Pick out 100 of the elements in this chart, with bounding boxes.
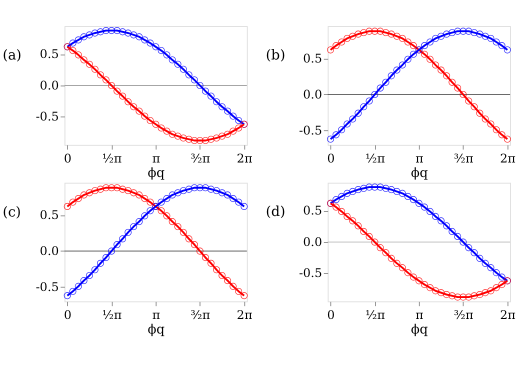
x-tick-label: ³⁄₂π xyxy=(454,152,474,166)
point xyxy=(487,34,494,42)
point xyxy=(487,264,494,272)
point xyxy=(102,27,110,34)
point xyxy=(202,88,210,95)
point xyxy=(130,223,138,230)
point xyxy=(185,235,192,242)
point xyxy=(476,291,484,298)
point xyxy=(158,47,165,54)
point xyxy=(438,66,445,74)
point xyxy=(332,196,340,204)
point xyxy=(168,218,176,226)
point xyxy=(141,195,148,202)
point xyxy=(498,131,506,138)
point xyxy=(410,50,417,58)
point xyxy=(108,248,116,255)
point xyxy=(136,33,143,40)
point xyxy=(218,103,226,110)
point xyxy=(404,269,412,276)
point xyxy=(96,28,104,36)
point xyxy=(96,186,104,193)
point xyxy=(74,36,82,44)
point xyxy=(196,82,204,90)
point xyxy=(454,28,462,35)
point xyxy=(420,42,428,50)
x-tick-label: 0 xyxy=(327,152,335,166)
point xyxy=(158,198,165,206)
point xyxy=(415,277,422,284)
y-tick-label: -0.5 xyxy=(36,280,59,294)
y-tick-label: 0.0 xyxy=(303,234,322,249)
point xyxy=(174,60,182,68)
point xyxy=(136,191,143,198)
point xyxy=(504,136,511,143)
point xyxy=(108,184,116,192)
point xyxy=(174,189,182,196)
point xyxy=(119,28,126,36)
point xyxy=(80,277,88,284)
point xyxy=(492,269,500,276)
point xyxy=(235,288,242,295)
point xyxy=(470,29,478,36)
y-tick-label: -0.5 xyxy=(36,110,59,124)
point xyxy=(487,287,494,294)
point xyxy=(410,42,417,50)
x-tick-label: ½π xyxy=(365,152,386,166)
point xyxy=(354,186,362,194)
point xyxy=(332,131,340,138)
text: (c) xyxy=(2,204,22,220)
x-tick-label: ½π xyxy=(102,152,122,166)
point xyxy=(102,254,110,262)
point xyxy=(470,249,478,256)
point xyxy=(382,29,390,36)
y-tick-label: 0.0 xyxy=(40,244,59,258)
point xyxy=(130,31,138,38)
point xyxy=(91,266,98,274)
point xyxy=(108,27,116,34)
point xyxy=(224,277,232,284)
point xyxy=(332,42,340,50)
point xyxy=(366,232,373,240)
point xyxy=(196,136,204,144)
point xyxy=(141,112,148,120)
point xyxy=(96,71,104,78)
point xyxy=(371,90,378,98)
point xyxy=(124,228,132,236)
x-tick-label: ³⁄₂π xyxy=(454,308,474,322)
point xyxy=(124,30,132,37)
point xyxy=(426,284,434,292)
point xyxy=(498,42,506,50)
point xyxy=(398,190,406,197)
point xyxy=(163,212,170,220)
x-tick-label: ½π xyxy=(365,308,386,322)
point xyxy=(190,76,198,84)
point xyxy=(190,136,198,144)
x-tick-label: 2π xyxy=(500,152,516,166)
point xyxy=(212,98,220,106)
y-tick-label: 0.0 xyxy=(303,87,322,102)
point xyxy=(460,90,467,98)
point xyxy=(86,189,93,196)
point xyxy=(470,103,478,110)
point xyxy=(465,244,472,252)
point xyxy=(230,112,237,120)
point xyxy=(114,241,121,248)
y-tick-label: 0.5 xyxy=(40,47,59,62)
point xyxy=(498,274,506,281)
point xyxy=(420,204,428,211)
point xyxy=(207,186,215,193)
point xyxy=(398,61,406,69)
point xyxy=(465,294,472,301)
point xyxy=(119,92,126,100)
point xyxy=(438,217,445,224)
point xyxy=(327,46,334,54)
y-tick-label: -0.5 xyxy=(298,266,322,280)
point xyxy=(152,120,160,128)
point xyxy=(64,292,71,300)
point xyxy=(492,284,500,292)
point xyxy=(388,30,395,38)
point xyxy=(185,186,192,193)
point xyxy=(180,187,187,194)
point xyxy=(465,28,472,35)
point xyxy=(344,120,351,128)
point xyxy=(91,187,98,194)
